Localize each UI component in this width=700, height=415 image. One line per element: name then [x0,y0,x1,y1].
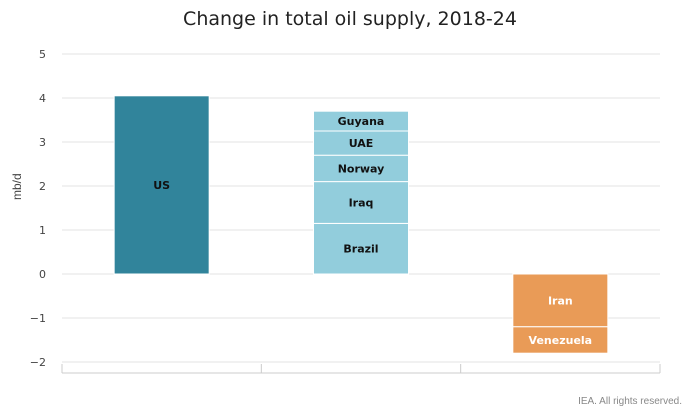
copyright-note: IEA. All rights reserved. [578,396,682,407]
bar-segment [313,181,409,224]
bar-segment [512,273,609,328]
y-tick-label: −2 [30,356,46,369]
bar-segment [512,326,609,354]
bar-segment-label: Venezuela [529,334,593,347]
bar-segment-label: Iraq [349,197,374,210]
y-tick-label: 2 [39,180,46,193]
y-tick-label: 0 [39,268,46,281]
y-tick-label: 5 [39,48,46,61]
y-tick-label: −1 [30,312,46,325]
bar-segment-label: Guyana [338,115,385,128]
bar-segment-label: UAE [349,137,374,150]
y-tick-label: 1 [39,224,46,237]
bar-segment-label: Norway [338,162,385,175]
y-tick-label: 3 [39,136,46,149]
bar-segment [113,95,210,275]
bar-segment [313,130,409,156]
bar-segment-label: Brazil [343,243,378,256]
chart-title: Change in total oil supply, 2018-24 [183,8,517,30]
bar-segment-label: Iran [548,294,573,307]
bar-segment-label: US [153,179,170,192]
bar-segment [313,154,409,183]
y-tick-label: 4 [39,92,46,105]
bar-segment [313,110,409,132]
